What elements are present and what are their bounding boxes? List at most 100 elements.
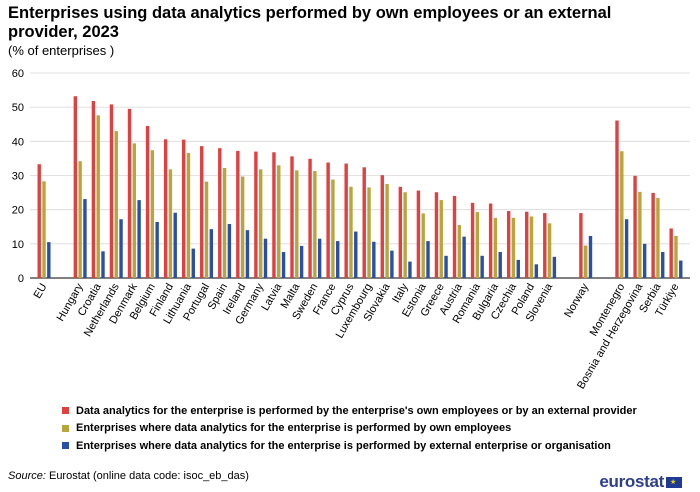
bar-series-2-t-rkiye	[674, 235, 678, 278]
bar-series-3-sweden	[317, 238, 322, 278]
bar-series-2-cyprus	[349, 186, 353, 278]
bar-series-1-germany	[254, 151, 258, 278]
bar-series-2-finland	[168, 169, 173, 278]
y-tick-label: 60	[12, 68, 24, 80]
y-tick-label: 50	[12, 102, 24, 114]
eu-flag-icon: ★	[666, 476, 682, 488]
bar-series-1-romania	[470, 202, 475, 278]
y-tick-label: 30	[12, 171, 24, 183]
bar-series-1-slovenia	[543, 213, 547, 278]
bar-series-1-eu	[37, 164, 41, 278]
bar-series-2-spain	[222, 167, 227, 278]
bar-series-1-slovakia	[380, 175, 384, 278]
legend-swatch-external	[62, 442, 69, 450]
bar-series-1-bosnia-and-herzegovina	[633, 175, 637, 278]
bar-series-3-italy	[408, 261, 412, 278]
source-note: Source: Eurostat (online data code: isoc…	[8, 470, 249, 482]
bar-series-1-cyprus	[344, 163, 348, 278]
bar-series-1-latvia	[272, 152, 276, 278]
x-tick-label: Norway	[562, 281, 591, 320]
bar-series-3-cyprus	[354, 231, 358, 278]
y-tick-label: 40	[12, 136, 24, 148]
bar-series-1-malta	[290, 156, 294, 278]
bar-series-2-sweden	[313, 171, 317, 278]
eurostat-logo: eurostat ★	[599, 472, 682, 492]
y-tick-label: 20	[12, 205, 24, 217]
bar-series-2-czechia	[511, 217, 516, 278]
bar-series-3-hungary	[83, 199, 87, 278]
legend-item-total: Data analytics for the enterprise is per…	[62, 402, 637, 420]
bar-series-2-greece	[439, 200, 443, 278]
bar-series-3-malta	[299, 245, 304, 278]
bar-series-3-spain	[227, 224, 232, 278]
bar-series-2-croatia	[96, 115, 100, 278]
bar-series-2-poland	[529, 216, 534, 278]
source-label: Source:	[8, 470, 46, 482]
bar-series-2-lithuania	[186, 152, 191, 278]
bar-series-2-belgium	[150, 150, 155, 278]
bar-series-2-montenegro	[620, 151, 624, 278]
bar-series-1-bulgaria	[488, 203, 493, 278]
bar-series-2-france	[331, 179, 335, 278]
legend-label-total: Data analytics for the enterprise is per…	[76, 404, 637, 417]
bar-series-1-t-rkiye	[669, 228, 673, 278]
bar-series-1-norway	[579, 213, 583, 278]
bar-series-3-belgium	[155, 221, 159, 278]
bar-series-1-sweden	[308, 158, 312, 278]
logo-text: eurostat	[599, 472, 664, 491]
bar-series-1-czechia	[506, 211, 511, 278]
source-text: Eurostat (online data code: isoc_eb_das)	[45, 470, 249, 482]
bar-series-3-norway	[588, 235, 593, 278]
bar-series-2-estonia	[421, 213, 425, 278]
bar-series-2-slovenia	[547, 223, 552, 278]
bar-series-3-greece	[444, 255, 448, 278]
bar-series-3-romania	[480, 255, 484, 278]
bar-series-1-serbia	[651, 192, 655, 278]
legend-label-own-employees: Enterprises where data analytics for the…	[76, 422, 512, 435]
bar-series-3-bosnia-and-herzegovina	[642, 243, 647, 278]
bar-series-3-eu	[47, 242, 51, 278]
legend-label-external: Enterprises where data analytics for the…	[76, 439, 611, 452]
bar-series-2-luxembourg	[367, 187, 371, 278]
bar-series-3-montenegro	[624, 219, 629, 278]
bar-series-3-denmark	[137, 200, 141, 278]
bar-series-2-serbia	[656, 198, 660, 278]
bar-series-1-ireland	[236, 150, 240, 278]
bar-series-1-hungary	[73, 96, 78, 278]
bar-series-3-austria	[462, 236, 466, 278]
bar-series-1-spain	[218, 148, 222, 278]
bar-series-1-croatia	[91, 101, 96, 279]
bar-series-1-belgium	[145, 125, 150, 278]
bar-series-1-luxembourg	[362, 167, 366, 278]
bar-series-3-slovenia	[552, 256, 557, 278]
chart-legend: Data analytics for the enterprise is per…	[62, 402, 637, 455]
bar-series-2-italy	[403, 192, 407, 278]
bar-series-3-t-rkiye	[679, 260, 683, 278]
bar-series-1-poland	[525, 211, 529, 278]
bar-series-1-estonia	[416, 190, 421, 278]
bar-series-2-norway	[583, 245, 588, 278]
legend-swatch-total	[62, 407, 69, 415]
bar-series-1-denmark	[127, 108, 132, 278]
bar-series-3-portugal	[209, 229, 214, 278]
chart-subtitle: (% of enterprises )	[8, 43, 115, 58]
bar-series-2-bulgaria	[493, 217, 498, 278]
bar-series-3-germany	[263, 238, 268, 278]
bar-series-3-lithuania	[191, 248, 195, 278]
bar-series-3-czechia	[516, 259, 520, 278]
bar-series-2-netherlands	[114, 131, 118, 278]
bar-series-3-luxembourg	[372, 241, 376, 278]
bar-series-3-poland	[534, 264, 539, 278]
legend-swatch-own-employees	[62, 424, 69, 432]
chart-title: Enterprises using data analytics perform…	[8, 4, 612, 41]
bar-series-2-portugal	[204, 181, 209, 278]
bar-series-3-slovakia	[390, 250, 394, 278]
bar-series-2-latvia	[277, 165, 281, 278]
bar-series-1-lithuania	[181, 139, 186, 278]
bar-series-2-germany	[258, 169, 263, 278]
bar-series-2-ireland	[240, 176, 245, 278]
bar-series-2-hungary	[78, 161, 82, 278]
bar-series-2-malta	[295, 170, 299, 278]
bar-series-3-ireland	[245, 230, 250, 278]
